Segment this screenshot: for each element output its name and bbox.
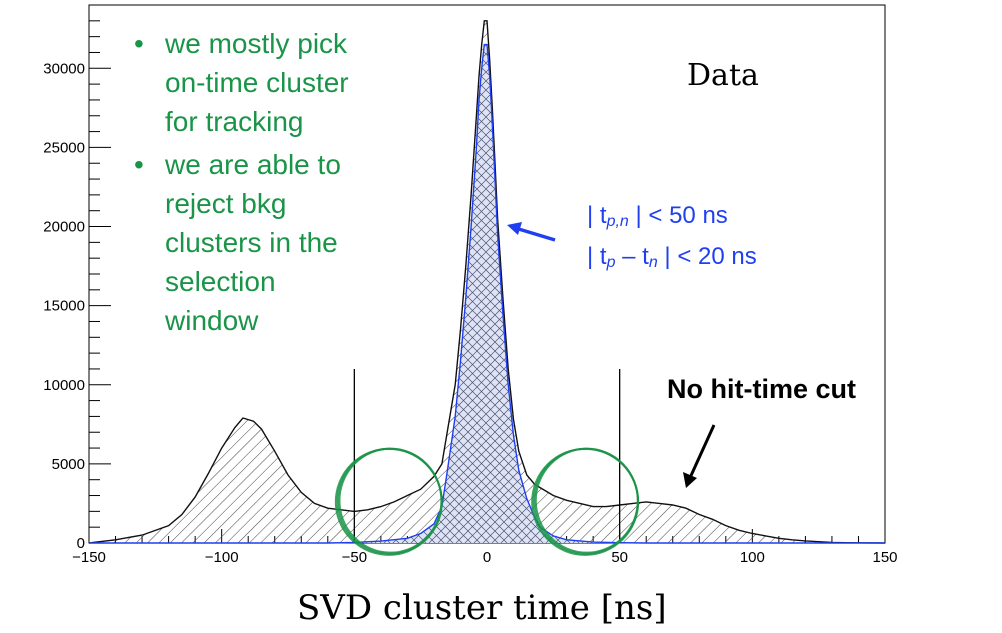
y-tick-label: 20000: [43, 219, 85, 236]
annotation-layer: • we mostly pick on-time cluster for tra…: [134, 28, 856, 628]
bullet-dot: •: [134, 28, 144, 59]
highlight-circle-2: [534, 447, 639, 554]
y-tick-label: 25000: [43, 139, 85, 156]
data-label: Data: [687, 58, 759, 93]
bullet-dot: •: [134, 149, 144, 180]
cut-condition-1: | tp,n | < 50 ns: [587, 202, 728, 230]
series-fill-2: [89, 44, 885, 543]
bullet-2-line-2: reject bkg: [165, 188, 286, 219]
bullet-1-line-3: for tracking: [165, 106, 304, 137]
x-tick-label: 0: [483, 549, 491, 566]
highlight-circle-1: [338, 447, 443, 554]
bullet-2-line-3: clusters in the: [165, 227, 338, 258]
x-tick-label: 50: [611, 549, 628, 566]
no-cut-label: No hit-time cut: [667, 374, 856, 404]
x-tick-label: −50: [342, 549, 367, 566]
y-tick-label: 30000: [43, 60, 85, 77]
bullet-2-line-5: window: [164, 305, 259, 336]
bullet-list: • we mostly pick on-time cluster for tra…: [134, 28, 349, 336]
no-cut-arrow-head: [683, 472, 697, 488]
cut-condition-2: | tp – tn | < 20 ns: [587, 243, 757, 271]
series-line-1: [88, 20, 886, 544]
bullet-1-line-1: we mostly pick: [164, 28, 348, 59]
bullet-1-line-2: on-time cluster: [165, 67, 349, 98]
no-cut-arrow-line: [687, 424, 716, 481]
cut-arrow-head: [507, 222, 522, 235]
y-tick-label: 15000: [43, 298, 85, 315]
x-tick-label: 100: [740, 549, 765, 566]
x-tick-label: −150: [72, 549, 106, 566]
y-tick-label: 0: [77, 535, 85, 552]
x-tick-label: 150: [872, 549, 897, 566]
bullet-2-line-1: we are able to: [164, 149, 341, 180]
y-tick-label: 5000: [52, 456, 85, 473]
cut-conditions: | tp,n | < 50 ns | tp – tn | < 20 ns: [507, 202, 757, 271]
x-axis-title: SVD cluster time [ns]: [297, 588, 667, 628]
bullet-2-line-4: selection: [165, 266, 276, 297]
x-tick-label: −100: [205, 549, 239, 566]
y-tick-label: 10000: [43, 377, 85, 394]
